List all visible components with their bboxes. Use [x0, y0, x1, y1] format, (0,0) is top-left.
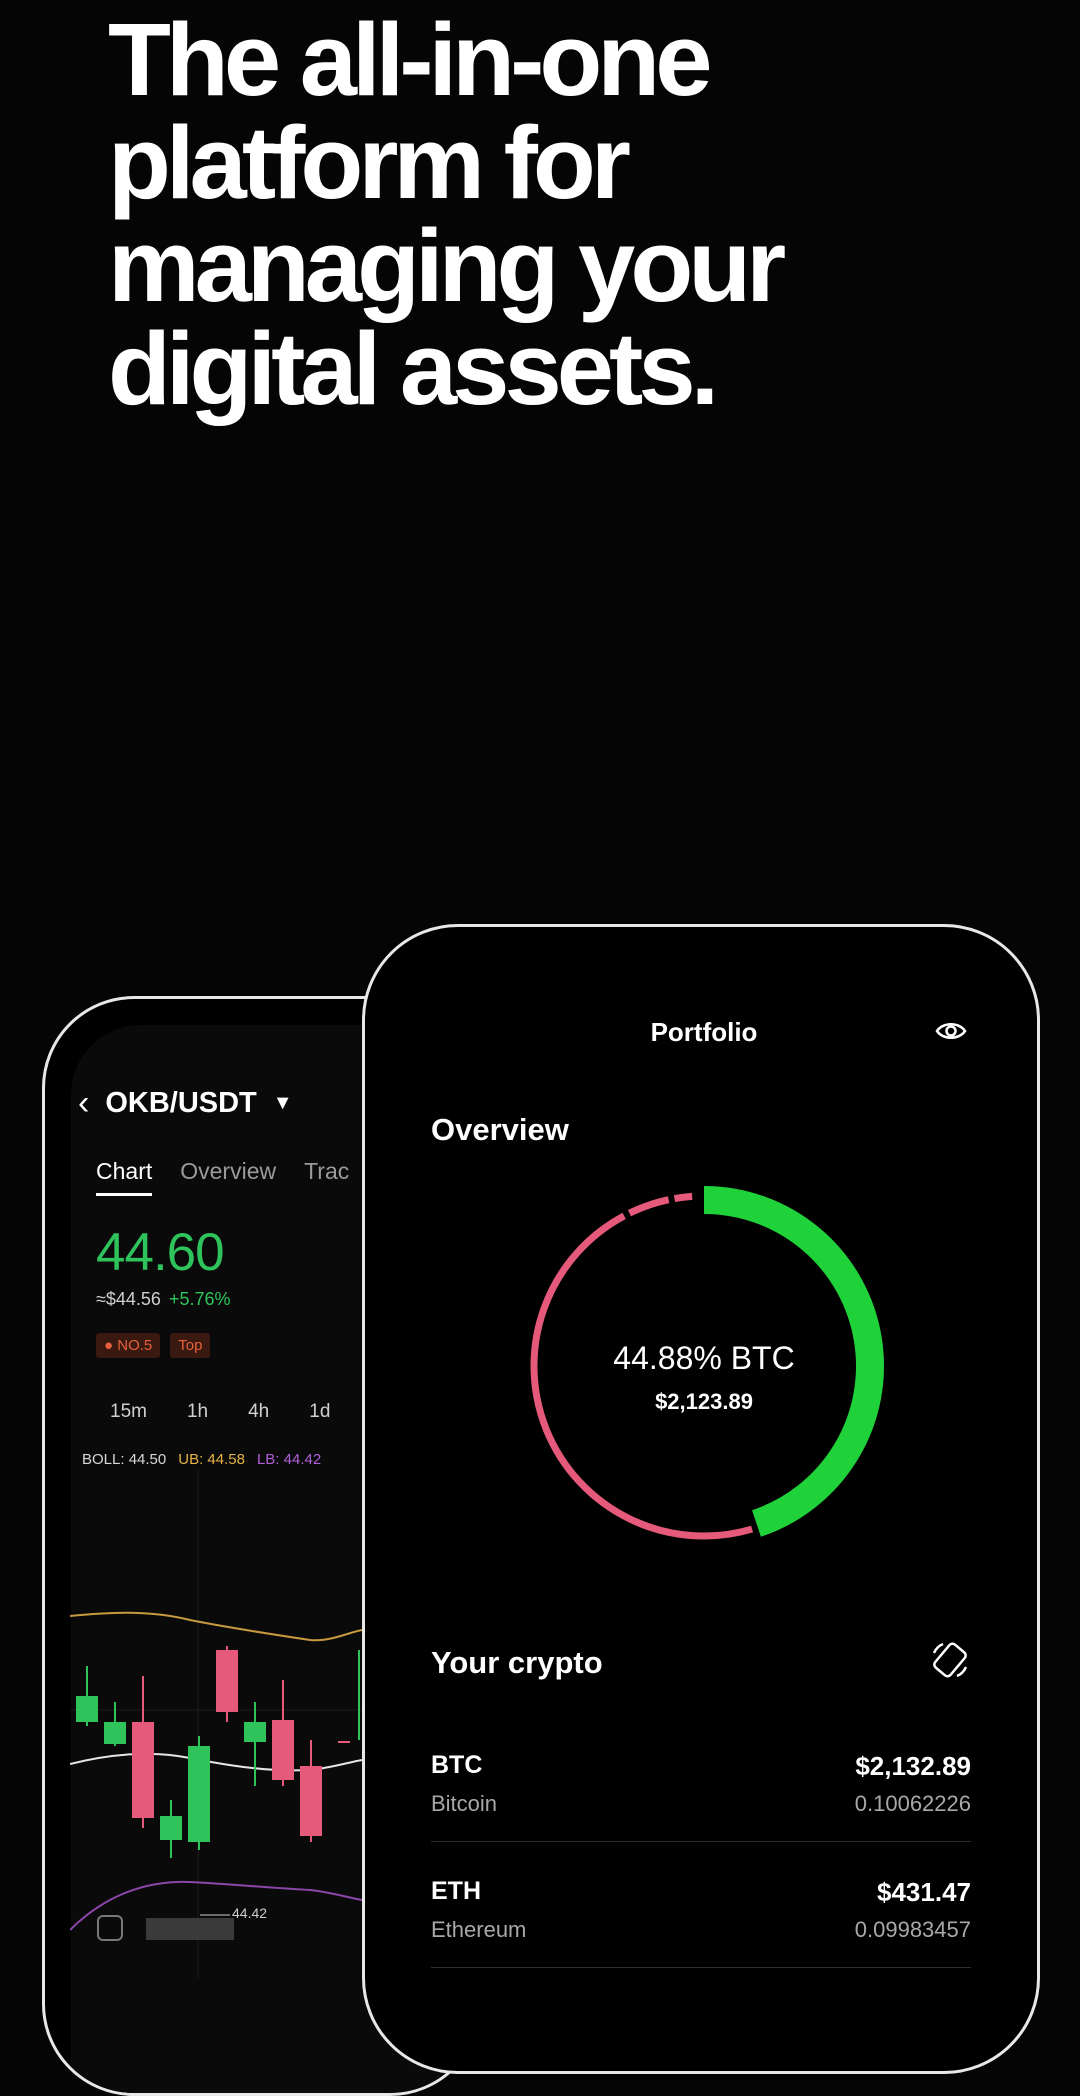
candle — [300, 1766, 322, 1836]
bollinger-upper-line — [70, 1611, 362, 1642]
rank-badge: ● NO.5 — [96, 1333, 161, 1358]
rank-badge-label: NO.5 — [117, 1337, 153, 1354]
allocation-donut-chart — [530, 1186, 884, 1540]
last-price: 44.60 — [96, 1223, 225, 1282]
asset-quantity: 0.10062226 — [854, 1791, 971, 1816]
your-crypto-heading: Your crypto — [431, 1645, 603, 1680]
interval-1d[interactable]: 1d — [309, 1401, 331, 1422]
candle — [244, 1722, 266, 1742]
donut-segment-other — [673, 1192, 693, 1203]
asset-row-btc[interactable]: BTC Bitcoin $2,132.89 0.10062226 — [431, 1751, 971, 1871]
fiat-price: ≈$44.56 — [96, 1289, 161, 1309]
asset-symbol: BTC — [431, 1751, 483, 1779]
interval-1h[interactable]: 1h — [186, 1401, 209, 1422]
bollinger-readout: BOLL: 44.50 UB: 44.58 LB: 44.42 — [82, 1451, 321, 1468]
asset-value: $431.47 — [877, 1877, 971, 1907]
candle — [272, 1720, 294, 1780]
headline-line: The all-in-one — [108, 2, 713, 117]
asset-value: $2,132.89 — [855, 1751, 971, 1781]
boll-mid: BOLL: 44.50 — [82, 1451, 167, 1468]
pair-selector[interactable]: ‹ OKB/USDT ▼ — [78, 1086, 293, 1120]
headline-line: platform for — [108, 105, 631, 220]
bollinger-mid-line — [70, 1752, 362, 1772]
overview-heading: Overview — [431, 1112, 569, 1147]
back-chevron-icon[interactable]: ‹ — [78, 1084, 90, 1122]
asset-name: Ethereum — [431, 1917, 527, 1942]
pair-label: OKB/USDT — [105, 1086, 257, 1119]
candle — [160, 1816, 182, 1840]
dropdown-caret-icon[interactable]: ▼ — [272, 1091, 293, 1114]
donut-amount: $2,123.89 — [655, 1389, 753, 1414]
asset-name: Bitcoin — [431, 1791, 498, 1816]
tab-trades[interactable]: Trac — [304, 1158, 350, 1184]
top-badge: Top — [170, 1333, 211, 1358]
headline-line: managing your — [108, 208, 786, 323]
row-divider — [431, 1841, 971, 1842]
tab-chart[interactable]: Chart — [96, 1158, 153, 1196]
candle — [132, 1722, 154, 1818]
asset-quantity: 0.09983457 — [854, 1917, 971, 1942]
candle — [216, 1650, 238, 1712]
expand-icon — [97, 1915, 123, 1941]
bollinger-lower-line — [70, 1880, 362, 1931]
low-price-label: 44.42 — [232, 1905, 267, 1921]
hero-headline: The all-in-one platform for managing you… — [108, 8, 1008, 420]
tab-overview[interactable]: Overview — [180, 1158, 277, 1184]
candlestick-chart: 44.42 — [70, 1470, 362, 1978]
portfolio-phone-mockup: Portfolio Overview 44.88% BTC $2,123.89 … — [362, 924, 1040, 2074]
donut-segment-btc — [703, 1186, 884, 1537]
trading-tabs: Chart Overview Trac — [96, 1158, 349, 1196]
candles — [76, 1646, 360, 1858]
headline-line: digital assets. — [108, 311, 719, 426]
watermark-logo — [146, 1918, 234, 1940]
asset-symbol: ETH — [431, 1877, 481, 1905]
candle — [104, 1722, 126, 1744]
eye-icon[interactable] — [935, 1020, 967, 1042]
donut-percentage: 44.88% BTC — [613, 1340, 795, 1376]
interval-selector: 15m 1h 4h 1d — [110, 1401, 330, 1423]
page-title: Portfolio — [650, 1017, 758, 1047]
rank-tags: ● NO.5 Top — [96, 1333, 211, 1358]
interval-4h[interactable]: 4h — [248, 1401, 270, 1422]
boll-lower: LB: 44.42 — [256, 1451, 322, 1468]
price-change: +5.76% — [168, 1289, 231, 1309]
candle — [76, 1696, 98, 1722]
candle — [188, 1746, 210, 1842]
fiat-price-row: ≈$44.56 +5.76% — [96, 1289, 231, 1310]
boll-upper: UB: 44.58 — [178, 1451, 245, 1468]
row-divider — [431, 1967, 971, 1968]
donut-segment-other — [627, 1196, 670, 1217]
rotate-icon[interactable] — [929, 1639, 971, 1681]
asset-row-eth[interactable]: ETH Ethereum $431.47 0.09983457 — [431, 1877, 971, 1997]
interval-15m[interactable]: 15m — [110, 1401, 147, 1422]
donut-segment-other — [530, 1212, 754, 1540]
